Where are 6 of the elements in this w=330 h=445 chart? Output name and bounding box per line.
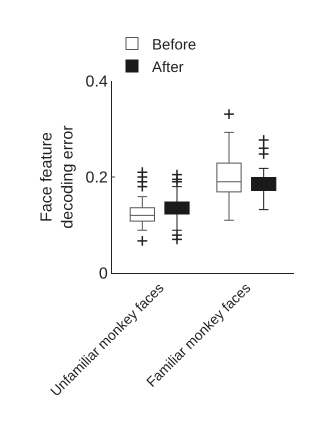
legend-label: Before [152,36,196,54]
y-tick-label: 0.4 [86,74,108,91]
y-tick-label: 0 [98,266,108,283]
legend-label: After [152,58,184,76]
y-tick-label: 0.2 [86,170,108,187]
y-axis-title: Face feature decoding error [38,124,76,229]
